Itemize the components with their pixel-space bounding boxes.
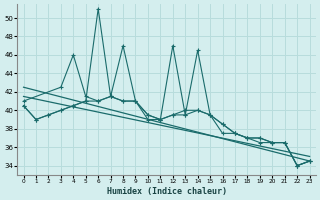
X-axis label: Humidex (Indice chaleur): Humidex (Indice chaleur) [107, 187, 227, 196]
